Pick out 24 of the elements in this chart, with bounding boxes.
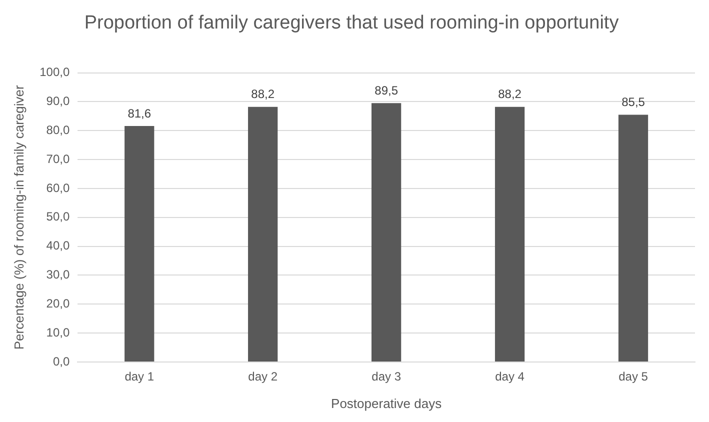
y-tick-label: 80,0 <box>46 122 70 137</box>
y-tick-label: 70,0 <box>46 152 70 166</box>
y-tick-label: 0,0 <box>52 354 70 368</box>
x-tick-label: day 3 <box>372 370 402 384</box>
x-tick-label: day 5 <box>618 370 648 384</box>
data-label: 88,2 <box>251 87 275 102</box>
y-tick-label: 90,0 <box>46 94 70 108</box>
x-tick-label: day 2 <box>248 370 278 384</box>
data-label: 89,5 <box>374 83 398 98</box>
y-tick-label: 50,0 <box>46 210 70 224</box>
chart-title: Proportion of family caregivers that used rooming-in opportunity <box>84 12 620 34</box>
y-tick-label: 40,0 <box>46 238 70 253</box>
data-label: 81,6 <box>128 106 152 120</box>
y-tick-label: 30,0 <box>46 268 70 282</box>
data-label: 88,2 <box>498 87 522 102</box>
x-tick-label: day 1 <box>124 370 154 384</box>
y-tick-label: 100,0 <box>40 65 70 80</box>
data-label: 85,5 <box>622 95 646 110</box>
x-tick-label: day 4 <box>495 370 525 384</box>
y-tick-label: 20,0 <box>46 296 70 310</box>
x-axis-title: Postoperative days <box>331 396 442 411</box>
y-tick-label: 60,0 <box>46 180 70 195</box>
y-axis-title: Percentage (%) of rooming-in family caregiver <box>11 84 26 350</box>
y-tick-label: 10,0 <box>46 325 70 340</box>
